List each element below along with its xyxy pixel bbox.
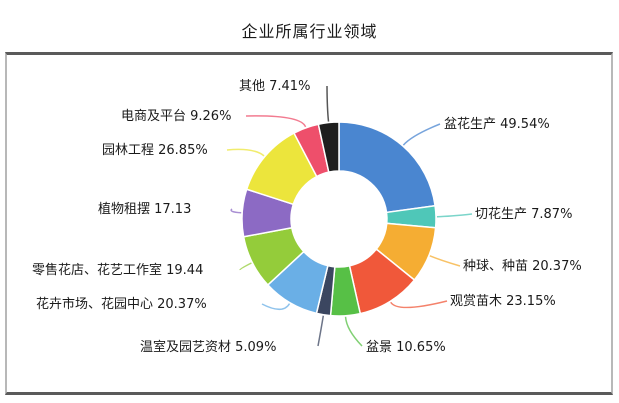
leader-line xyxy=(317,315,325,347)
leader-line xyxy=(429,255,461,267)
label-landscape: 园林工程 26.85% xyxy=(102,143,208,158)
leader-lines xyxy=(226,85,473,347)
label-plant-rental: 植物租摆 17.13 xyxy=(98,202,192,217)
label-bulbs-seedlings: 种球、种苗 20.37% xyxy=(463,259,582,274)
label-retail-florist: 零售花店、花艺工作室 19.44 xyxy=(32,263,204,278)
donut-slice xyxy=(317,121,340,173)
leader-line xyxy=(402,123,441,146)
leader-line xyxy=(261,303,291,311)
label-pot-flower: 盆花生产 49.54% xyxy=(444,117,550,132)
leader-line xyxy=(436,213,473,218)
label-ecommerce: 电商及平台 9.26% xyxy=(121,109,232,124)
leader-line xyxy=(226,148,265,157)
label-bonsai: 盆景 10.65% xyxy=(366,340,446,355)
label-flower-market: 花卉市场、花园中心 20.37% xyxy=(36,297,207,312)
label-other: 其他 7.41% xyxy=(239,79,311,94)
label-cut-flower: 切花生产 7.87% xyxy=(475,207,573,222)
chart-frame xyxy=(5,52,613,395)
leader-line xyxy=(326,85,330,122)
leader-line xyxy=(245,115,307,128)
label-ornamental-nursery: 观赏苗木 23.15% xyxy=(450,294,556,309)
label-greenhouse-materials: 温室及园艺资材 5.09% xyxy=(140,340,277,355)
leader-line xyxy=(390,300,448,309)
donut-slices xyxy=(241,121,437,317)
leader-line xyxy=(230,208,242,214)
chart-title: 企业所属行业领域 xyxy=(241,22,378,41)
leader-line xyxy=(239,262,252,271)
leader-line xyxy=(344,316,363,347)
donut-slice xyxy=(338,121,436,214)
